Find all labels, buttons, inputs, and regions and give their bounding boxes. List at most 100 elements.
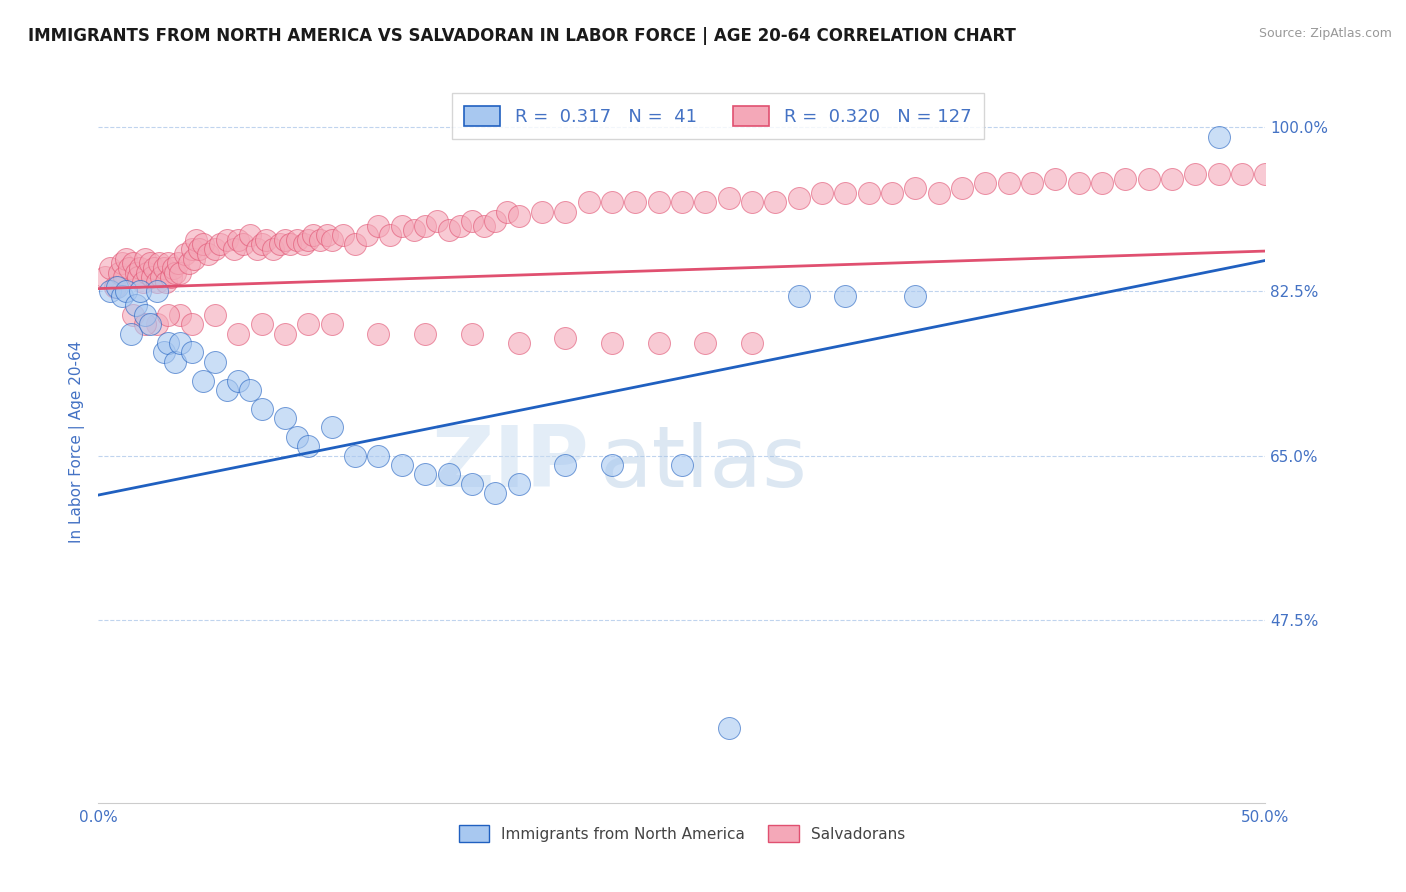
Point: [344, 449, 367, 463]
Point: [141, 270, 163, 285]
Point: [997, 177, 1019, 191]
Legend: Immigrants from North America, Salvadorans: Immigrants from North America, Salvadora…: [449, 814, 915, 853]
Y-axis label: In Labor Force | Age 20-64: In Labor Force | Age 20-64: [69, 341, 84, 542]
Point: [484, 486, 506, 500]
Point: [297, 233, 319, 247]
Text: atlas: atlas: [600, 422, 808, 505]
Point: [367, 449, 389, 463]
Text: ZIP: ZIP: [430, 422, 589, 505]
Point: [180, 242, 202, 256]
Point: [496, 204, 519, 219]
Point: [278, 237, 301, 252]
Point: [695, 195, 717, 210]
Point: [811, 186, 834, 200]
Point: [215, 383, 238, 397]
Point: [717, 190, 740, 204]
Point: [269, 237, 291, 252]
Point: [578, 195, 600, 210]
Point: [250, 237, 273, 252]
Point: [204, 242, 226, 256]
Point: [472, 219, 495, 233]
Point: [1254, 167, 1277, 181]
Point: [1091, 177, 1114, 191]
Point: [152, 345, 174, 359]
Point: [104, 279, 127, 293]
Point: [125, 266, 148, 280]
Point: [321, 420, 343, 434]
Point: [250, 401, 273, 416]
Point: [239, 228, 262, 243]
Point: [741, 195, 763, 210]
Point: [834, 289, 856, 303]
Point: [136, 266, 159, 280]
Point: [332, 228, 354, 243]
Point: [695, 336, 717, 351]
Point: [180, 345, 202, 359]
Point: [1021, 177, 1043, 191]
Point: [232, 237, 254, 252]
Point: [554, 458, 576, 472]
Point: [858, 186, 880, 200]
Point: [508, 210, 530, 224]
Point: [146, 285, 169, 299]
Point: [157, 256, 180, 270]
Point: [162, 260, 184, 275]
Point: [904, 181, 927, 195]
Point: [204, 308, 226, 322]
Point: [152, 260, 174, 275]
Point: [166, 256, 188, 270]
Point: [129, 260, 152, 275]
Text: Source: ZipAtlas.com: Source: ZipAtlas.com: [1258, 27, 1392, 40]
Point: [1161, 171, 1184, 186]
Point: [461, 214, 484, 228]
Point: [367, 326, 389, 341]
Point: [461, 476, 484, 491]
Point: [274, 326, 297, 341]
Point: [146, 275, 169, 289]
Point: [297, 318, 319, 332]
Point: [974, 177, 997, 191]
Point: [1114, 171, 1136, 186]
Point: [125, 298, 148, 312]
Point: [159, 270, 181, 285]
Point: [449, 219, 471, 233]
Point: [122, 308, 145, 322]
Point: [186, 233, 208, 247]
Point: [215, 233, 238, 247]
Point: [143, 260, 166, 275]
Point: [222, 242, 245, 256]
Point: [120, 326, 142, 341]
Point: [155, 275, 177, 289]
Point: [187, 242, 209, 256]
Point: [413, 467, 436, 482]
Point: [413, 326, 436, 341]
Point: [262, 242, 284, 256]
Point: [763, 195, 786, 210]
Point: [132, 275, 155, 289]
Point: [98, 260, 121, 275]
Point: [600, 458, 623, 472]
Point: [316, 228, 339, 243]
Point: [321, 318, 343, 332]
Point: [173, 247, 195, 261]
Point: [600, 336, 623, 351]
Point: [741, 336, 763, 351]
Point: [437, 467, 460, 482]
Point: [1208, 167, 1230, 181]
Point: [950, 181, 973, 195]
Point: [111, 256, 134, 270]
Point: [193, 237, 215, 252]
Point: [1208, 129, 1230, 144]
Point: [246, 242, 269, 256]
Point: [129, 285, 152, 299]
Point: [554, 204, 576, 219]
Point: [302, 228, 325, 243]
Point: [183, 252, 205, 266]
Point: [228, 233, 250, 247]
Point: [208, 237, 231, 252]
Point: [426, 214, 449, 228]
Point: [179, 256, 201, 270]
Point: [321, 233, 343, 247]
Point: [356, 228, 378, 243]
Point: [169, 266, 191, 280]
